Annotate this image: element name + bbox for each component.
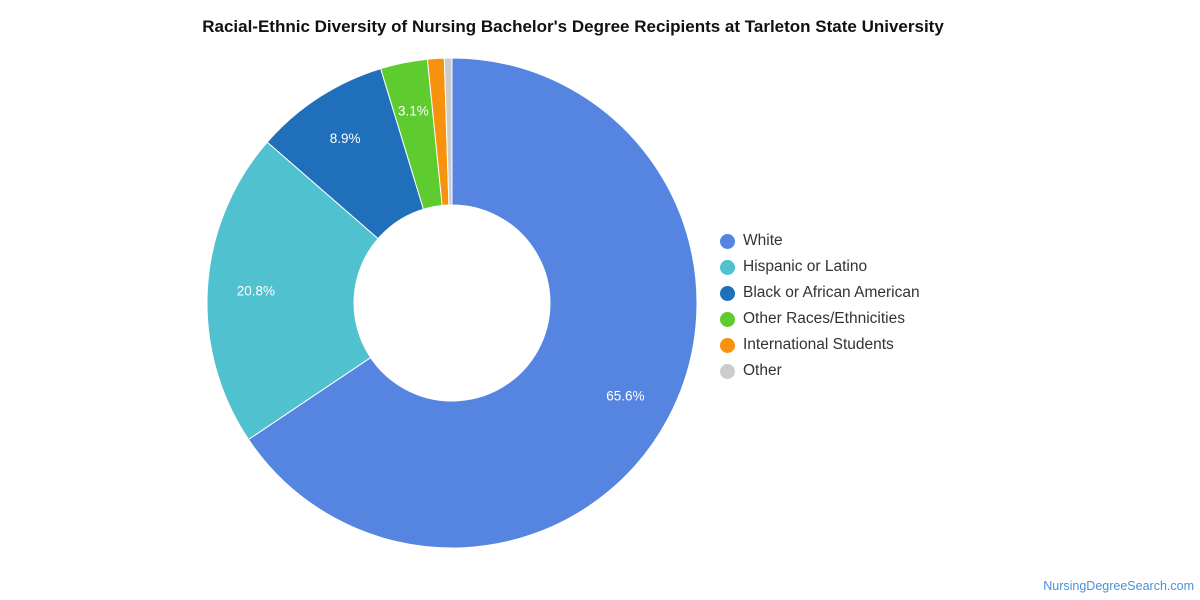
chart-legend: White Hispanic or Latino Black or African … (720, 228, 920, 384)
legend-item[interactable]: International Students (720, 332, 920, 358)
legend-label: Other (743, 362, 782, 379)
legend-swatch (720, 311, 735, 327)
slice-hispanic-or-latino[interactable] (206, 141, 379, 441)
legend-item[interactable]: Other Races/Ethnicities (720, 306, 920, 332)
slice-other[interactable] (443, 57, 453, 206)
legend-swatch (720, 285, 735, 301)
source-credit: NursingDegreeSearch.com (1043, 579, 1194, 593)
slice-label: 20.8% (237, 284, 275, 299)
legend-swatch (720, 259, 735, 275)
legend-label: International Students (743, 336, 894, 353)
slice-label: 8.9% (330, 131, 361, 146)
slice-label: 65.6% (606, 388, 644, 403)
legend-item[interactable]: White (720, 228, 920, 254)
legend-swatch (720, 233, 735, 249)
legend-swatch (720, 337, 735, 353)
legend-item[interactable]: Other (720, 358, 920, 384)
legend-swatch (720, 363, 735, 379)
slice-label: 3.1% (398, 103, 429, 118)
legend-label: Hispanic or Latino (743, 258, 868, 275)
legend-label: Other Races/Ethnicities (743, 310, 905, 327)
legend-label: White (743, 232, 783, 249)
chart-title: Racial-Ethnic Diversity of Nursing Bache… (202, 17, 944, 36)
slice-white[interactable] (247, 57, 698, 549)
legend-item[interactable]: Hispanic or Latino (720, 254, 920, 280)
legend-item[interactable]: Black or African American (720, 280, 920, 306)
legend-label: Black or African American (743, 284, 920, 301)
